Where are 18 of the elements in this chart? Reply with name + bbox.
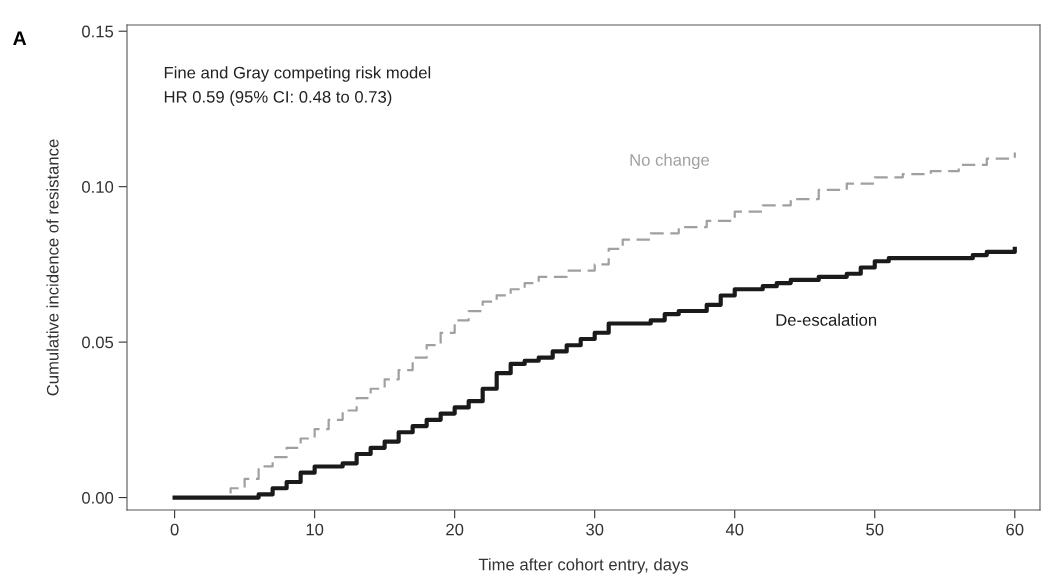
x-tick-label: 50 bbox=[866, 523, 884, 536]
y-tick-label: 0.15 bbox=[82, 25, 114, 38]
series-label: De-escalation bbox=[776, 313, 877, 326]
y-axis-title: Cumulative incidence of resistance bbox=[46, 139, 59, 396]
text: A bbox=[13, 31, 27, 45]
text: No change bbox=[630, 153, 710, 170]
annotation: Fine and Gray competing risk model bbox=[164, 66, 431, 82]
x-tick-label: 0 bbox=[170, 523, 179, 536]
annotation: HR 0.59 (95% CI: 0.48 to 0.73) bbox=[164, 90, 392, 107]
y-tick-label: 0.10 bbox=[82, 181, 114, 193]
y-tick-label: 0.05 bbox=[82, 336, 114, 349]
x-tick-label: 20 bbox=[446, 523, 464, 536]
x-tick-label: 10 bbox=[306, 523, 324, 536]
x-tick-label: 40 bbox=[725, 523, 744, 536]
x-axis-title: Time after cohort entry, days bbox=[478, 558, 689, 574]
x-tick-label: 60 bbox=[1006, 523, 1024, 536]
x-tick-label: 30 bbox=[586, 523, 604, 536]
y-tick-label: 0.00 bbox=[82, 491, 114, 504]
